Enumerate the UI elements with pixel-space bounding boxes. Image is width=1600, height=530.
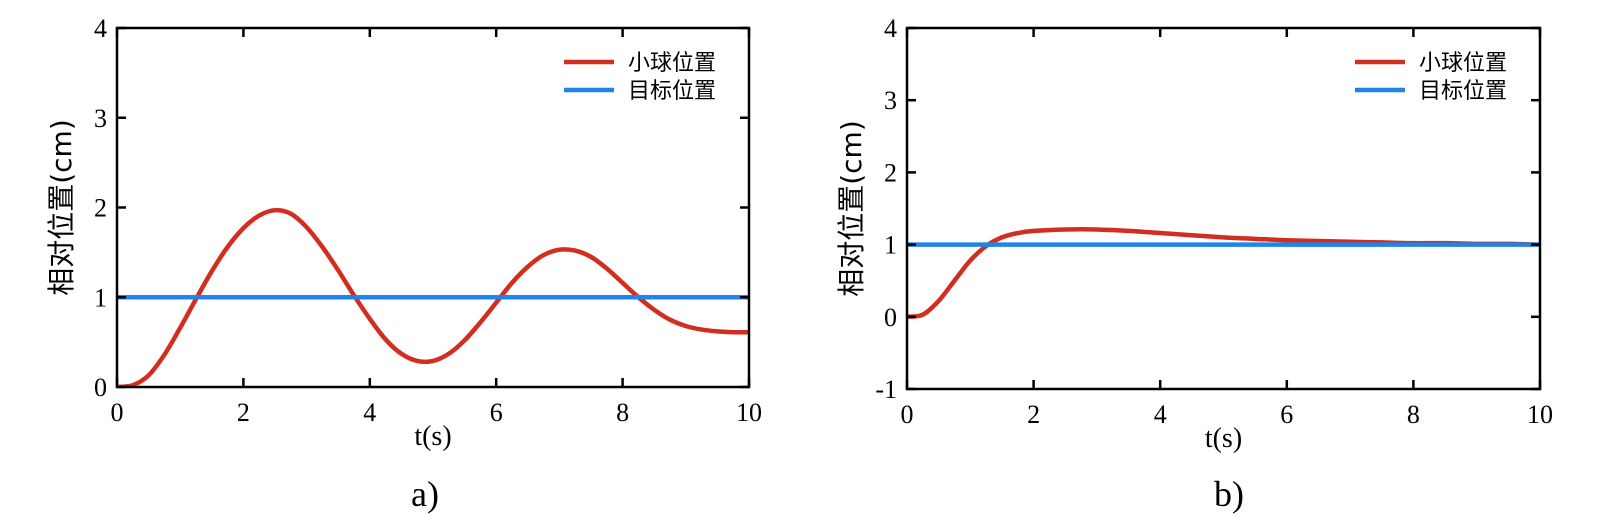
y-tick-label: 2 (884, 158, 897, 187)
plot-frame (905, 26, 1542, 391)
y-axis-label: 相对位置(cm) (835, 120, 868, 297)
x-tick-label: 4 (363, 398, 376, 427)
x-tick-label: 8 (616, 398, 629, 427)
x-axis-label: t(s) (414, 421, 451, 452)
legend-label-target-position: 目标位置 (1419, 79, 1507, 104)
x-tick-label: 2 (237, 398, 250, 427)
x-tick-label: 2 (1027, 400, 1040, 429)
y-tick-label: 1 (94, 283, 107, 312)
x-tick-label: 4 (1154, 400, 1167, 429)
subfigure-caption: b) (1214, 474, 1244, 514)
x-tick-label: 10 (736, 398, 762, 427)
y-tick-label: -1 (875, 375, 897, 404)
x-tick-label: 6 (490, 398, 503, 427)
x-tick-label: 8 (1407, 400, 1420, 429)
y-axis-label: 相对位置(cm) (45, 119, 78, 296)
y-tick-label: 4 (884, 14, 897, 43)
x-tick-label: 0 (111, 398, 124, 427)
legend-label-ball-position: 小球位置 (1419, 51, 1507, 76)
y-tick-label: 0 (884, 303, 897, 332)
subfigure-caption: a) (411, 474, 439, 514)
y-tick-label: 0 (94, 373, 107, 402)
legend-label-target-position: 目标位置 (628, 79, 716, 104)
x-tick-label: 10 (1527, 400, 1553, 429)
y-tick-label: 3 (884, 86, 897, 115)
x-tick-label: 6 (1280, 400, 1293, 429)
y-tick-label: 4 (94, 14, 107, 43)
y-tick-label: 1 (884, 231, 897, 260)
x-tick-label: 0 (901, 400, 914, 429)
x-axis-label: t(s) (1205, 423, 1242, 454)
y-tick-label: 2 (94, 194, 107, 223)
legend-label-ball-position: 小球位置 (628, 51, 716, 76)
y-tick-label: 3 (94, 104, 107, 133)
series-line-ball-position (117, 207, 749, 387)
